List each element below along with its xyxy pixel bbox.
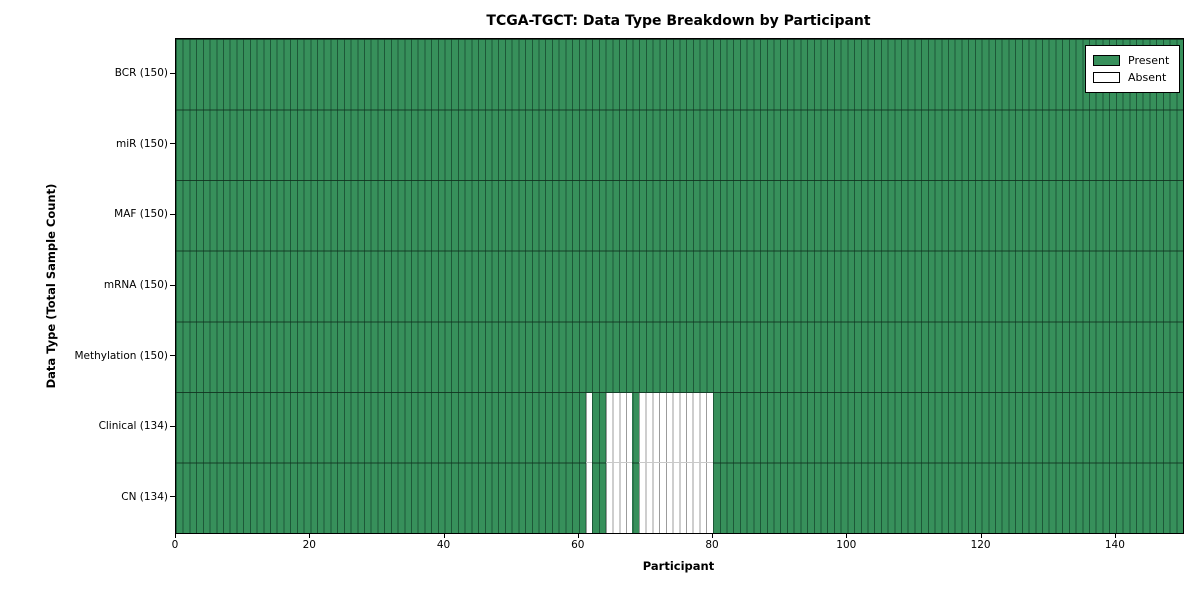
xtick-mark-40 <box>443 533 445 538</box>
legend-present-label: Present <box>1128 53 1170 67</box>
plot-area <box>175 38 1184 534</box>
ytick-label-clinical: Clinical (134) <box>98 420 168 433</box>
xtick-mark-140 <box>1114 533 1116 538</box>
xtick-mark-20 <box>309 533 311 538</box>
xtick-mark-100 <box>846 533 848 538</box>
absent-cells-clinical <box>605 391 633 463</box>
ytick-mark-mir <box>170 143 175 145</box>
xtick-label-40: 40 <box>436 539 451 551</box>
xtick-label-80: 80 <box>705 539 719 551</box>
ytick-label-cn: CN (134) <box>121 490 168 503</box>
legend-present-swatch <box>1093 54 1120 66</box>
ytick-mark-bcr <box>170 72 175 74</box>
chart-title: TCGA-TGCT: Data Type Breakdown by Partic… <box>486 13 871 29</box>
xtick-label-20: 20 <box>302 539 316 551</box>
ytick-label-mir: miR (150) <box>115 137 168 150</box>
ytick-mark-cn <box>170 496 175 498</box>
ytick-label-methylation: Methylation (150) <box>74 349 168 362</box>
absent-cells-cn <box>585 462 593 533</box>
x-axis-label: Participant <box>642 559 715 573</box>
xtick-mark-120 <box>980 533 982 538</box>
xtick-mark-0 <box>175 533 176 538</box>
ytick-label-maf: MAF (150) <box>114 208 168 221</box>
absent-cells-clinical <box>585 391 593 463</box>
xtick-label-0: 0 <box>171 539 179 551</box>
xtick-mark-80 <box>712 533 714 538</box>
ytick-mark-maf <box>170 213 175 215</box>
ytick-label-bcr: BCR (150) <box>114 67 168 80</box>
legend: Present Absent <box>1085 45 1180 93</box>
xtick-label-140: 140 <box>1104 539 1125 551</box>
absent-cells-cn <box>605 462 633 533</box>
legend-absent-label: Absent <box>1128 70 1167 84</box>
legend-entry-absent: Absent <box>1093 69 1172 85</box>
xtick-mark-60 <box>577 533 579 538</box>
legend-entry-present: Present <box>1093 52 1172 68</box>
ytick-label-mrna: mRNA (150) <box>103 279 168 291</box>
xtick-label-100: 100 <box>836 539 857 551</box>
legend-absent-swatch <box>1093 71 1120 83</box>
ytick-mark-clinical <box>170 425 175 427</box>
ytick-mark-mrna <box>170 284 175 286</box>
absent-cells-clinical <box>639 391 714 463</box>
ytick-mark-methylation <box>170 355 175 357</box>
xtick-label-60: 60 <box>571 539 585 551</box>
absent-cells-cn <box>639 462 714 533</box>
xtick-label-120: 120 <box>970 539 991 551</box>
